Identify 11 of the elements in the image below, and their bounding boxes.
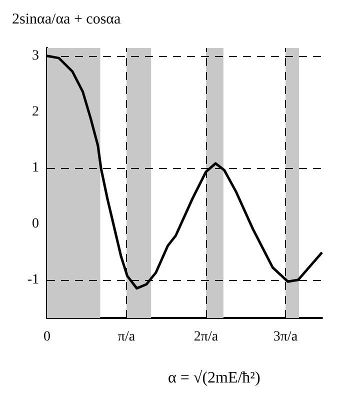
y-axis-title: 2sinαa/αa + cosαa [12, 12, 122, 28]
y-tick-label: 3 [32, 48, 39, 64]
y-tick-label: -1 [27, 272, 39, 288]
x-tick-label: π/a [118, 330, 136, 344]
y-tick-label: 2 [32, 104, 39, 120]
y-tick-label: 1 [32, 160, 39, 176]
y-tick-label: 0 [32, 216, 39, 232]
x-tick-label: 2π/a [194, 330, 219, 344]
x-tick-label: 3π/a [273, 330, 298, 344]
x-axis-title: α = √(2mE/ħ²) [168, 370, 260, 386]
x-tick-label: 0 [44, 330, 50, 344]
